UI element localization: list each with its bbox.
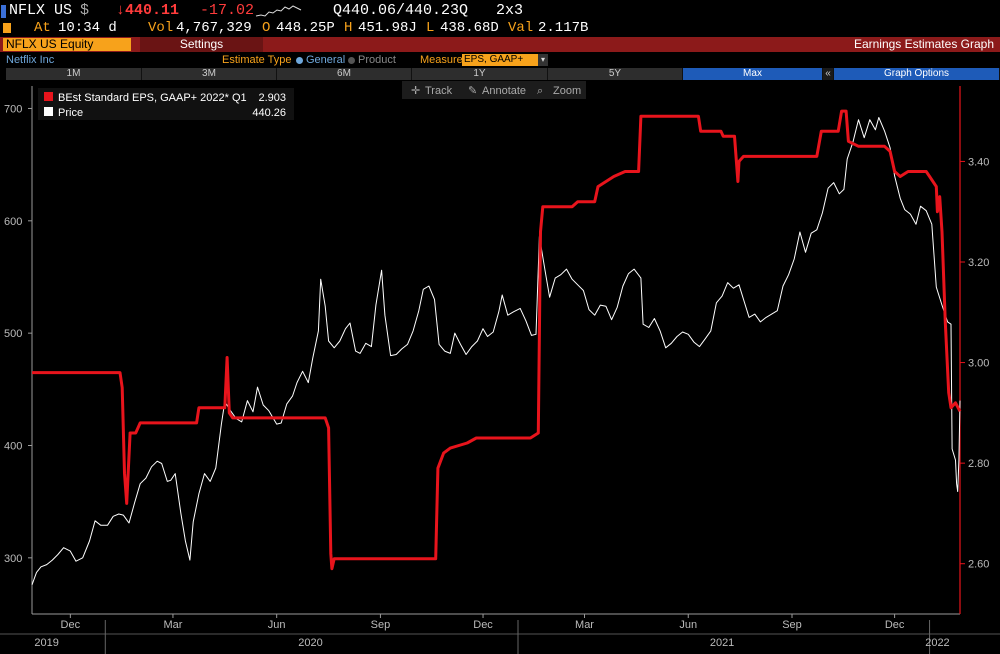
measure-value: EPS, GAAP+ (464, 54, 523, 65)
measure-dropdown[interactable]: EPS, GAAP+ ▾ (462, 54, 548, 66)
right-tick-label: 3.00 (968, 358, 989, 370)
x-tick-label: Mar (163, 619, 182, 631)
product-label: Product (358, 54, 396, 66)
status-flag-icon (3, 23, 11, 33)
period-1y[interactable]: 1Y (412, 68, 548, 80)
low-label: L (426, 20, 434, 36)
company-name: Netflix Inc (6, 53, 54, 67)
quote-line-bottom: At 10:34 d Vol 4,767,329 O 448.25P H 451… (0, 20, 1000, 36)
legend-series-name: Price (58, 107, 83, 119)
earnings-estimates-chart[interactable]: ✛ Track ✎ Annotate ⌕ Zoom BEst Standard … (0, 80, 1000, 654)
high-value: 451.98J (358, 20, 417, 36)
legend-swatch (44, 107, 53, 116)
x-tick-label: Dec (473, 619, 493, 631)
x-tick-label: Dec (61, 619, 81, 631)
currency: $ (80, 2, 89, 20)
right-tick-label: 3.20 (968, 257, 989, 269)
product-radio[interactable]: Product (348, 53, 396, 67)
year-label: 2020 (298, 637, 322, 649)
period-1m[interactable]: 1M (6, 68, 142, 80)
net-change: -17.02 (200, 2, 254, 20)
at-label: At (34, 20, 51, 36)
price-line (32, 118, 960, 585)
right-tick-label: 3.40 (968, 156, 989, 168)
bid-ask: Q440.06/440.23Q (333, 2, 468, 20)
right-tick-label: 2.80 (968, 458, 989, 470)
crosshair-icon: ✛ (411, 85, 420, 97)
x-tick-label: Dec (885, 619, 905, 631)
year-label: 2021 (710, 637, 734, 649)
left-tick-label: 600 (4, 216, 22, 228)
value-traded: 2.117B (538, 20, 588, 36)
general-radio[interactable]: General (296, 53, 345, 67)
right-tick-label: 2.60 (968, 559, 989, 571)
left-tick-label: 700 (4, 103, 22, 115)
open-value: 448.25P (276, 20, 335, 36)
eps-estimate-line (32, 111, 960, 569)
settings-button[interactable]: Settings (140, 37, 263, 52)
ticker[interactable]: NFLX US (9, 2, 72, 20)
collapse-arrow-icon[interactable]: « (823, 68, 834, 80)
year-label: 2019 (34, 637, 58, 649)
left-tick-label: 400 (4, 440, 22, 452)
estimate-type-label: Estimate Type (222, 53, 292, 67)
period-max[interactable]: Max (683, 68, 823, 80)
x-tick-label: Mar (575, 619, 594, 631)
security-field[interactable]: NFLX US Equity (3, 38, 131, 51)
legend-series-value: 440.26 (252, 107, 286, 119)
period-6m[interactable]: 6M (277, 68, 412, 80)
measure-label: Measure (420, 53, 463, 67)
quote-line-top: NFLX US $ ↓ 440.11 -17.02 Q440.06/440.23… (0, 2, 1000, 20)
function-title: Earnings Estimates Graph (854, 37, 994, 52)
annotate-label: Annotate (482, 85, 526, 97)
pencil-icon: ✎ (468, 85, 477, 97)
open-label: O (262, 20, 270, 36)
x-tick-label: Sep (782, 619, 802, 631)
high-label: H (344, 20, 352, 36)
security-marker (1, 5, 6, 18)
track-tool[interactable]: ✛ Track (411, 85, 453, 97)
track-label: Track (425, 85, 453, 97)
volume-value: 4,767,329 (176, 20, 252, 36)
trade-time: 10:34 d (58, 20, 117, 36)
low-value: 438.68D (440, 20, 499, 36)
x-tick-label: Sep (371, 619, 391, 631)
graph-options-button[interactable]: Graph Options (834, 68, 1000, 80)
year-label: 2022 (925, 637, 949, 649)
left-tick-label: 500 (4, 328, 22, 340)
x-tick-label: Jun (679, 619, 697, 631)
radio-selected-icon (296, 57, 303, 64)
x-tick-label: Jun (268, 619, 286, 631)
function-bar: NFLX US Equity Settings Earnings Estimat… (0, 37, 1000, 52)
magnifier-icon: ⌕ (537, 85, 543, 97)
period-5y[interactable]: 5Y (548, 68, 683, 80)
dropdown-arrow-icon: ▾ (538, 54, 548, 66)
legend-series-value: 2.903 (258, 92, 286, 104)
annotate-tool[interactable]: ✎ Annotate (468, 85, 526, 97)
estimate-toolbar: Netflix Inc Estimate Type General Produc… (0, 53, 1000, 67)
legend-series-name: BEst Standard EPS, GAAP+ 2022* Q1 (58, 92, 247, 104)
volume-label: Vol (148, 20, 173, 36)
down-arrow-icon: ↓ (116, 2, 125, 20)
last-price: 440.11 (125, 2, 179, 20)
left-tick-label: 300 (4, 553, 22, 565)
general-label: General (306, 54, 345, 66)
period-bar: 1M 3M 6M 1Y 5Y Max « Graph Options (0, 68, 1000, 80)
value-label: Val (508, 20, 533, 36)
period-3m[interactable]: 3M (142, 68, 277, 80)
zoom-label: Zoom (553, 85, 581, 97)
radio-unselected-icon (348, 57, 355, 64)
sparkline-icon (255, 4, 305, 18)
legend-swatch (44, 92, 53, 101)
bid-ask-size: 2x3 (496, 2, 523, 20)
